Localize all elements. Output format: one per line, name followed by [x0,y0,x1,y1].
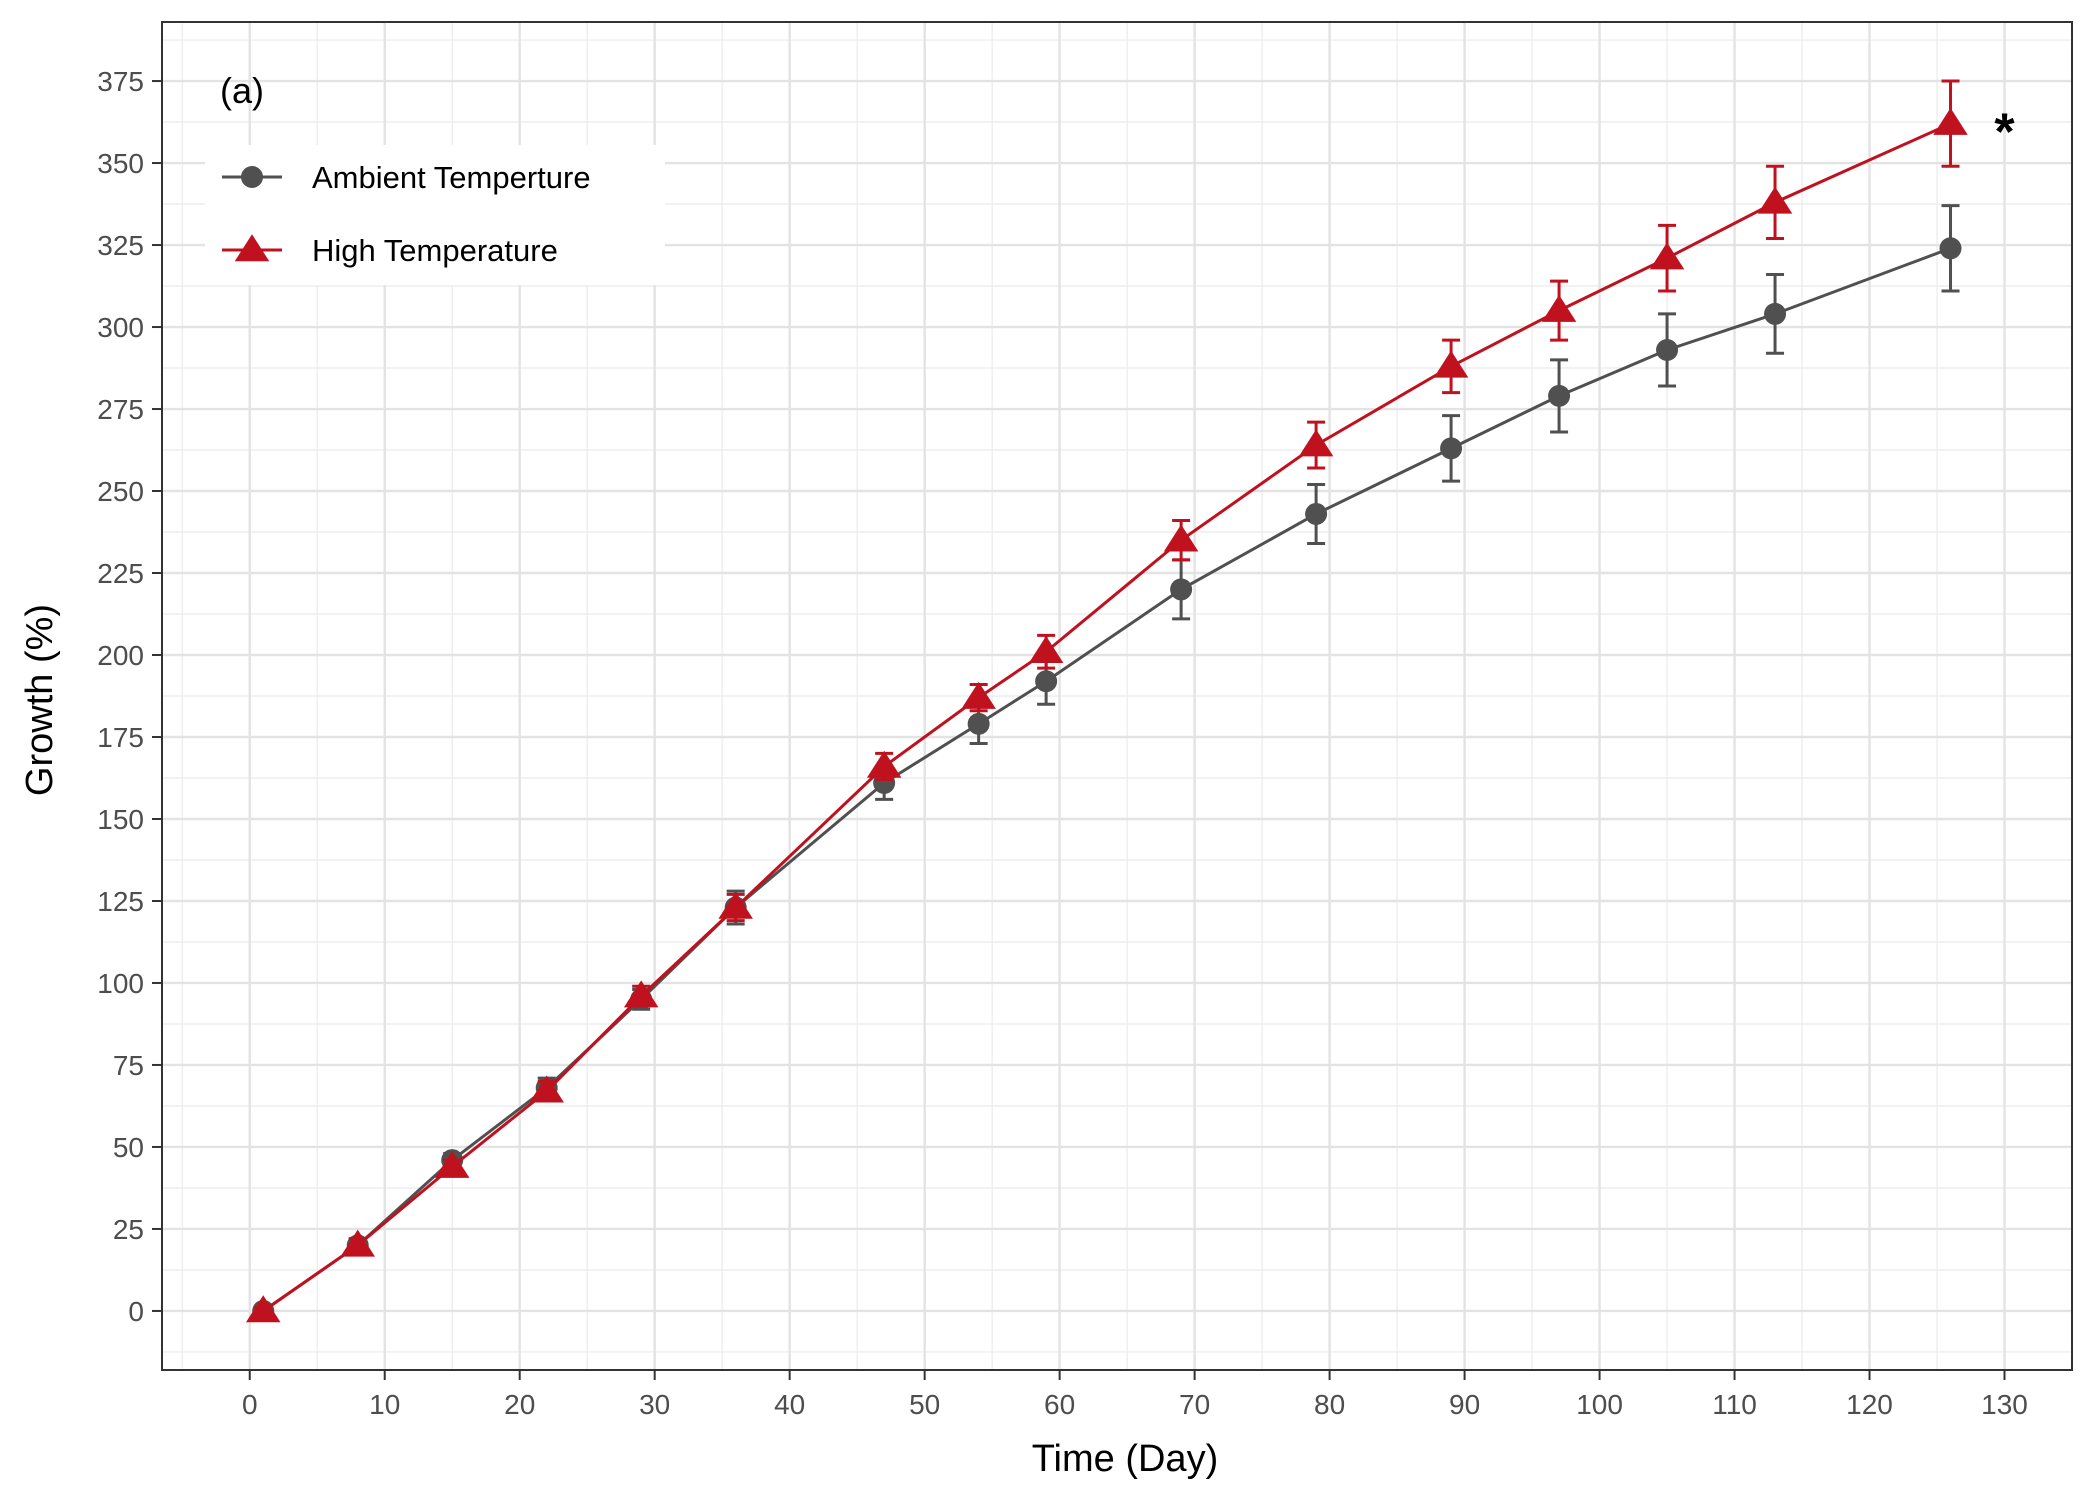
y-tick-label: 350 [97,148,144,179]
data-point-high [1298,429,1334,457]
legend-marker-high [234,234,270,262]
x-tick-label: 100 [1576,1389,1623,1420]
data-point-high [961,681,996,709]
x-tick-label: 10 [369,1389,400,1420]
y-axis-title: Growth (%) [19,604,61,796]
data-point-ambient [1305,502,1328,525]
x-tick-label: 120 [1846,1389,1893,1420]
legend: Ambient Temperture High Temperature [205,145,665,285]
y-tick-label: 200 [97,640,144,671]
y-tick-label: 75 [113,1050,144,1081]
data-point-ambient [1170,578,1193,601]
y-tick-label: 100 [97,968,144,999]
legend-key-ambient [222,166,282,188]
data-point-high [245,1295,281,1323]
legend-background [205,145,665,285]
y-tick-label: 325 [97,230,144,261]
data-point-high [866,750,902,778]
y-tick-label: 250 [97,476,144,507]
x-tick-label: 90 [1449,1389,1480,1420]
panel-border [161,21,2073,1371]
data-point-ambient [1656,338,1679,361]
x-tick-label: 60 [1044,1389,1075,1420]
data-point-high [1649,242,1685,270]
significance-asterisk: * [1994,104,2015,162]
y-tick-label: 0 [128,1296,144,1327]
y-tick-label: 25 [113,1214,144,1245]
x-tick-label: 40 [774,1389,805,1420]
series-high [245,79,1968,1323]
data-point-high [434,1150,470,1178]
axis-layer: 0 10 20 30 40 50 60 70 80 90 100 110 120 130 0 25 50 75 10… [97,66,2028,1420]
data-point-high [1933,107,1968,135]
data-point-high [1541,294,1577,322]
x-tick-label: 130 [1981,1389,2028,1420]
legend-key-high [222,234,282,262]
data-point-high [340,1229,375,1257]
x-tick-label: 0 [242,1389,258,1420]
data-point-high [1028,635,1064,663]
x-tick-label: 30 [639,1389,670,1420]
data-point-ambient [1035,670,1058,693]
legend-label-high: High Temperature [312,233,558,268]
x-tick-label: 80 [1314,1389,1345,1420]
data-point-ambient [1548,384,1571,407]
data-point-high [1433,350,1469,378]
y-tick-label: 275 [97,394,144,425]
data-point-ambient [967,712,990,735]
data-point-high [623,980,659,1008]
x-axis-title: Time (Day) [1032,1438,1218,1480]
y-tick-label: 375 [97,66,144,97]
data-point-high [718,891,753,919]
data-point-high [1163,524,1199,552]
y-tick-label: 225 [97,558,144,589]
x-tick-label: 20 [504,1389,535,1420]
data-point-ambient [1440,437,1463,460]
legend-label-ambient: Ambient Temperture [312,160,591,195]
legend-marker-ambient [241,166,263,188]
series-layer [245,79,1968,1323]
data-point-ambient [1764,302,1787,325]
major-gridlines [162,22,2072,1370]
y-tick-label: 50 [113,1132,144,1163]
series-line-ambient [262,246,1952,1313]
y-tick-label: 125 [97,886,144,917]
y-tick-label: 150 [97,804,144,835]
series-line-high [262,122,1952,1313]
y-tick-label: 175 [97,722,144,753]
panel-label: (a) [220,70,264,111]
y-tick-label: 300 [97,312,144,343]
data-point-high [1757,186,1793,214]
data-point-ambient [1939,237,1962,260]
x-tick-label: 110 [1712,1389,1757,1420]
data-point-high [529,1075,564,1103]
x-tick-label: 70 [1179,1389,1210,1420]
x-tick-label: 50 [909,1389,940,1420]
